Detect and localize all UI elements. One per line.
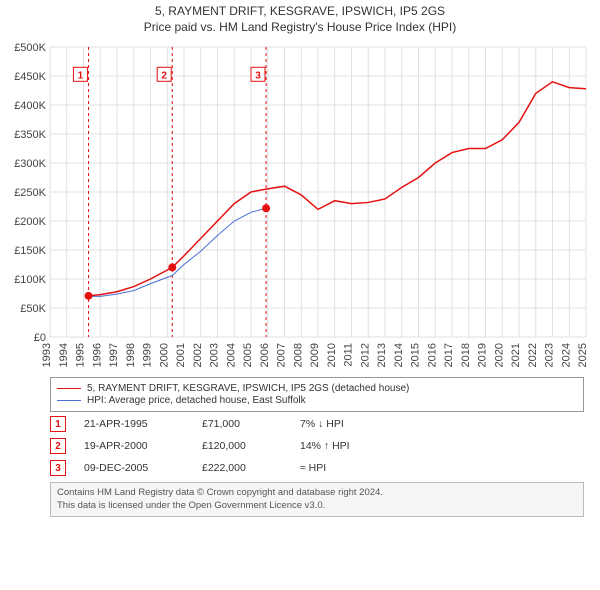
svg-text:2008: 2008 [292, 343, 304, 367]
legend-swatch [57, 400, 81, 401]
svg-text:1993: 1993 [41, 343, 53, 367]
chart-titles: 5, RAYMENT DRIFT, KESGRAVE, IPSWICH, IP5… [6, 4, 594, 35]
svg-text:£400K: £400K [14, 100, 46, 112]
transaction-badge: 3 [50, 460, 66, 476]
svg-text:2019: 2019 [477, 343, 489, 367]
svg-text:2025: 2025 [577, 343, 589, 367]
svg-text:3: 3 [255, 70, 261, 81]
svg-text:2018: 2018 [460, 343, 472, 367]
svg-text:£250K: £250K [14, 187, 46, 199]
transaction-row: 1 21-APR-1995 £71,000 7% ↓ HPI [50, 416, 584, 432]
svg-text:£200K: £200K [14, 216, 46, 228]
title-main: 5, RAYMENT DRIFT, KESGRAVE, IPSWICH, IP5… [6, 4, 594, 20]
svg-text:1995: 1995 [75, 343, 87, 367]
legend-row: 5, RAYMENT DRIFT, KESGRAVE, IPSWICH, IP5… [57, 383, 577, 394]
svg-text:£350K: £350K [14, 129, 46, 141]
footer-line-2: This data is licensed under the Open Gov… [57, 500, 577, 512]
svg-text:2015: 2015 [410, 343, 422, 367]
svg-text:2000: 2000 [158, 343, 170, 367]
transaction-badge: 2 [50, 438, 66, 454]
transaction-price: £120,000 [202, 440, 282, 452]
transaction-row: 3 09-DEC-2005 £222,000 ≈ HPI [50, 460, 584, 476]
svg-text:1997: 1997 [108, 343, 120, 367]
svg-text:£150K: £150K [14, 245, 46, 257]
svg-text:£50K: £50K [20, 303, 46, 315]
svg-text:£500K: £500K [14, 42, 46, 54]
attribution-footer: Contains HM Land Registry data © Crown c… [50, 482, 584, 517]
svg-text:2022: 2022 [527, 343, 539, 367]
legend-swatch [57, 388, 81, 389]
svg-text:2011: 2011 [343, 343, 355, 367]
svg-text:2009: 2009 [309, 343, 321, 367]
legend-row: HPI: Average price, detached house, East… [57, 395, 577, 406]
svg-text:2001: 2001 [175, 343, 187, 367]
transaction-badge: 1 [50, 416, 66, 432]
svg-text:2012: 2012 [359, 343, 371, 367]
svg-text:1999: 1999 [142, 343, 154, 367]
svg-text:1998: 1998 [125, 343, 137, 367]
svg-text:£0: £0 [34, 332, 46, 344]
legend-label: HPI: Average price, detached house, East… [87, 395, 306, 406]
svg-text:2002: 2002 [192, 343, 204, 367]
svg-text:£100K: £100K [14, 274, 46, 286]
footer-line-1: Contains HM Land Registry data © Crown c… [57, 487, 577, 499]
svg-text:2: 2 [161, 70, 167, 81]
transaction-price: £222,000 [202, 462, 282, 474]
svg-text:2010: 2010 [326, 343, 338, 367]
svg-text:2007: 2007 [276, 343, 288, 367]
svg-text:2006: 2006 [259, 343, 271, 367]
svg-text:1994: 1994 [58, 343, 70, 367]
transaction-hpi: 7% ↓ HPI [300, 418, 400, 430]
svg-text:2021: 2021 [510, 343, 522, 367]
svg-text:2016: 2016 [426, 343, 438, 367]
transaction-hpi: 14% ↑ HPI [300, 440, 400, 452]
svg-text:£300K: £300K [14, 158, 46, 170]
transaction-date: 09-DEC-2005 [84, 462, 184, 474]
svg-text:2024: 2024 [560, 343, 572, 367]
transaction-hpi: ≈ HPI [300, 462, 400, 474]
svg-text:2020: 2020 [493, 343, 505, 367]
svg-text:2004: 2004 [225, 343, 237, 367]
svg-text:2003: 2003 [209, 343, 221, 367]
chart-svg: £0 £50K £100K £150K £200K £250K £300K £350K £400… [6, 41, 594, 371]
transaction-row: 2 19-APR-2000 £120,000 14% ↑ HPI [50, 438, 584, 454]
svg-text:1: 1 [78, 70, 84, 81]
svg-text:2017: 2017 [443, 343, 455, 367]
legend-label: 5, RAYMENT DRIFT, KESGRAVE, IPSWICH, IP5… [87, 383, 409, 394]
svg-text:2023: 2023 [544, 343, 556, 367]
svg-text:1996: 1996 [91, 343, 103, 367]
transaction-price: £71,000 [202, 418, 282, 430]
transaction-date: 21-APR-1995 [84, 418, 184, 430]
transaction-date: 19-APR-2000 [84, 440, 184, 452]
svg-text:2014: 2014 [393, 343, 405, 367]
svg-text:2013: 2013 [376, 343, 388, 367]
title-sub: Price paid vs. HM Land Registry's House … [6, 20, 594, 36]
svg-text:2005: 2005 [242, 343, 254, 367]
svg-text:£450K: £450K [14, 71, 46, 83]
transactions-table: 1 21-APR-1995 £71,000 7% ↓ HPI 2 19-APR-2000 £… [50, 416, 584, 476]
legend: 5, RAYMENT DRIFT, KESGRAVE, IPSWICH, IP5… [50, 377, 584, 412]
price-chart: £0 £50K £100K £150K £200K £250K £300K £350K £400… [6, 41, 594, 371]
